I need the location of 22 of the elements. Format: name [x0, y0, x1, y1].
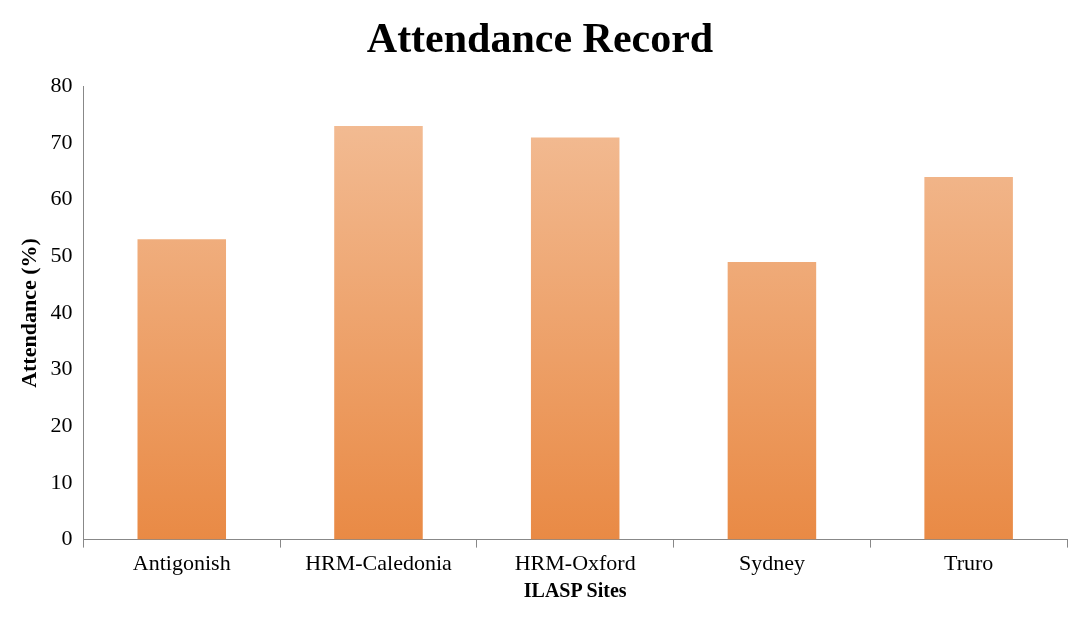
y-tick-label: 60 [50, 185, 73, 211]
chart-title: Attendance Record [366, 15, 714, 62]
x-axis-title: ILASP Sites [523, 579, 627, 602]
y-tick-label: 20 [50, 412, 73, 438]
y-axis-title: Attendance (%) [15, 238, 41, 388]
y-tick-label: 80 [50, 72, 73, 98]
bar [334, 126, 423, 540]
bar [924, 177, 1013, 540]
y-tick-label: 50 [50, 242, 73, 268]
y-tick-label: 0 [61, 525, 73, 551]
x-tick-label: Antigonish [132, 549, 231, 575]
bar [137, 239, 227, 540]
x-tick-label: Sydney [738, 549, 805, 575]
bar [727, 262, 817, 540]
x-tick-label: HRM-Caledonia [305, 549, 453, 575]
bar [530, 137, 620, 540]
y-tick-label: 40 [50, 298, 73, 324]
x-tick-label: Truro [943, 549, 994, 575]
x-tick-label: HRM-Oxford [514, 549, 636, 575]
y-tick-label: 30 [50, 355, 73, 381]
y-tick-label: 70 [50, 128, 73, 154]
y-tick-label: 10 [50, 468, 73, 494]
